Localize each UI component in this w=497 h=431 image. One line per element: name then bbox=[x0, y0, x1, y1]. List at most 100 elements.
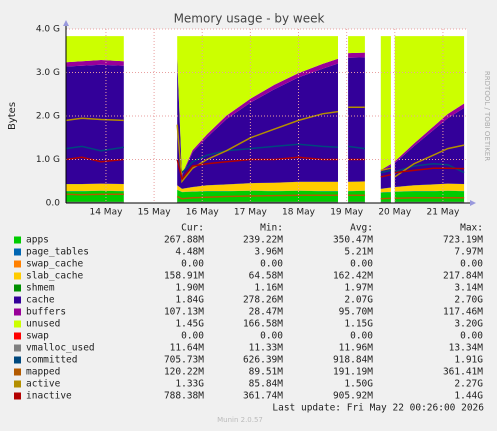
stat-value: 361.41M bbox=[443, 367, 483, 378]
area bbox=[66, 52, 465, 176]
legend-label: buffers bbox=[26, 307, 66, 318]
legend-swatch bbox=[14, 392, 21, 400]
legend-label: vmalloc_used bbox=[26, 343, 95, 354]
stat-value: 191.19M bbox=[333, 367, 373, 378]
stat-value: 2.27G bbox=[454, 379, 483, 390]
line bbox=[65, 156, 465, 181]
stat-value: 1.50G bbox=[344, 379, 373, 390]
stat-value: 2.07G bbox=[344, 295, 373, 306]
stat-value: 2.70G bbox=[454, 295, 483, 306]
x-tick-label: 14 May bbox=[89, 208, 123, 218]
legend-label: swap_cache bbox=[26, 259, 83, 270]
stat-value: 64.58M bbox=[249, 271, 284, 282]
stat-value: 705.73M bbox=[164, 355, 204, 366]
legend: Cur: Min: Avg: Max: apps 267.88M 239.22M 350.47… bbox=[14, 223, 483, 402]
legend-label: mapped bbox=[26, 367, 60, 378]
area bbox=[66, 181, 465, 193]
x-tick-label: 20 May bbox=[378, 208, 412, 218]
stat-value: 626.39M bbox=[243, 355, 283, 366]
stat-value: 0.00 bbox=[460, 331, 483, 342]
legend-label: slab_cache bbox=[26, 271, 83, 282]
stat-value: 4.48M bbox=[175, 247, 204, 258]
side-text: RRDTOOL / TOBI OETIKER bbox=[483, 71, 491, 161]
stat-value: 1.84G bbox=[175, 295, 204, 306]
stat-value: 1.15G bbox=[344, 319, 373, 330]
stat-value: 120.22M bbox=[164, 367, 204, 378]
x-tick-label: 19 May bbox=[330, 208, 364, 218]
stat-value: 28.47M bbox=[249, 307, 284, 318]
legend-swatch bbox=[14, 260, 21, 268]
x-tick-label: 17 May bbox=[234, 208, 268, 218]
y-arrow bbox=[63, 20, 69, 26]
stats-header: Avg: bbox=[350, 223, 373, 234]
stat-value: 239.22M bbox=[243, 235, 283, 246]
stat-value: 0.00 bbox=[260, 331, 283, 342]
stat-value: 166.58M bbox=[243, 319, 283, 330]
legend-swatch bbox=[14, 344, 21, 352]
stat-value: 0.00 bbox=[260, 259, 283, 270]
y-tick-label: 4.0 G bbox=[36, 25, 60, 35]
stat-value: 3.96M bbox=[254, 247, 283, 258]
legend-swatch bbox=[14, 284, 21, 292]
stat-value: 905.92M bbox=[333, 391, 373, 402]
x-tick-label: 18 May bbox=[282, 208, 316, 218]
line bbox=[65, 143, 465, 174]
stat-value: 1.91G bbox=[454, 355, 483, 366]
stat-value: 217.84M bbox=[443, 271, 483, 282]
stat-value: 158.91M bbox=[164, 271, 204, 282]
line bbox=[65, 193, 465, 200]
stat-value: 11.64M bbox=[170, 343, 205, 354]
area bbox=[66, 181, 465, 189]
y-tick-label: 2.0 G bbox=[36, 112, 60, 122]
x-tick-label: 15 May bbox=[138, 208, 172, 218]
stat-value: 0.00 bbox=[350, 331, 373, 342]
stat-value: 3.20G bbox=[454, 319, 483, 330]
y-tick-label: 3.0 G bbox=[36, 68, 60, 78]
legend-swatch bbox=[14, 236, 21, 244]
legend-swatch bbox=[14, 332, 21, 340]
legend-swatch bbox=[14, 272, 21, 280]
chart-title: Memory usage - by week bbox=[174, 12, 325, 26]
legend-swatch bbox=[14, 308, 21, 316]
stat-value: 1.90M bbox=[175, 283, 204, 294]
stat-value: 361.74M bbox=[243, 391, 283, 402]
stat-value: 350.47M bbox=[333, 235, 373, 246]
stat-value: 0.00 bbox=[350, 259, 373, 270]
stat-value: 11.33M bbox=[249, 343, 284, 354]
legend-swatch bbox=[14, 368, 21, 376]
version: Munin 2.0.57 bbox=[217, 416, 263, 424]
stat-value: 0.00 bbox=[460, 259, 483, 270]
stat-value: 0.00 bbox=[181, 259, 204, 270]
legend-label: shmem bbox=[26, 283, 55, 294]
stat-value: 95.70M bbox=[339, 307, 374, 318]
legend-swatch bbox=[14, 380, 21, 388]
y-axis-label: Bytes bbox=[7, 102, 18, 130]
x-arrow bbox=[470, 200, 476, 206]
stat-value: 1.44G bbox=[454, 391, 483, 402]
legend-swatch bbox=[14, 356, 21, 364]
legend-label: apps bbox=[26, 235, 49, 246]
stat-value: 7.97M bbox=[454, 247, 483, 258]
legend-label: page_tables bbox=[26, 247, 89, 258]
stat-value: 3.14M bbox=[454, 283, 483, 294]
area bbox=[66, 36, 465, 175]
stat-value: 162.42M bbox=[333, 271, 373, 282]
last-update: Last update: Fri May 22 00:26:00 2026 bbox=[272, 403, 484, 414]
stat-value: 107.13M bbox=[164, 307, 204, 318]
legend-label: inactive bbox=[26, 391, 72, 402]
stat-value: 1.45G bbox=[175, 319, 204, 330]
stat-value: 85.84M bbox=[249, 379, 284, 390]
y-tick-label: 0.0 bbox=[46, 199, 61, 209]
stat-value: 278.26M bbox=[243, 295, 283, 306]
legend-swatch bbox=[14, 296, 21, 304]
stats-header: Max: bbox=[460, 223, 483, 234]
stat-value: 1.33G bbox=[175, 379, 204, 390]
stat-value: 918.84M bbox=[333, 355, 373, 366]
legend-label: swap bbox=[26, 331, 49, 342]
legend-swatch bbox=[14, 320, 21, 328]
stats-header: Min: bbox=[260, 223, 283, 234]
legend-label: active bbox=[26, 379, 61, 390]
stat-value: 1.97M bbox=[344, 283, 373, 294]
